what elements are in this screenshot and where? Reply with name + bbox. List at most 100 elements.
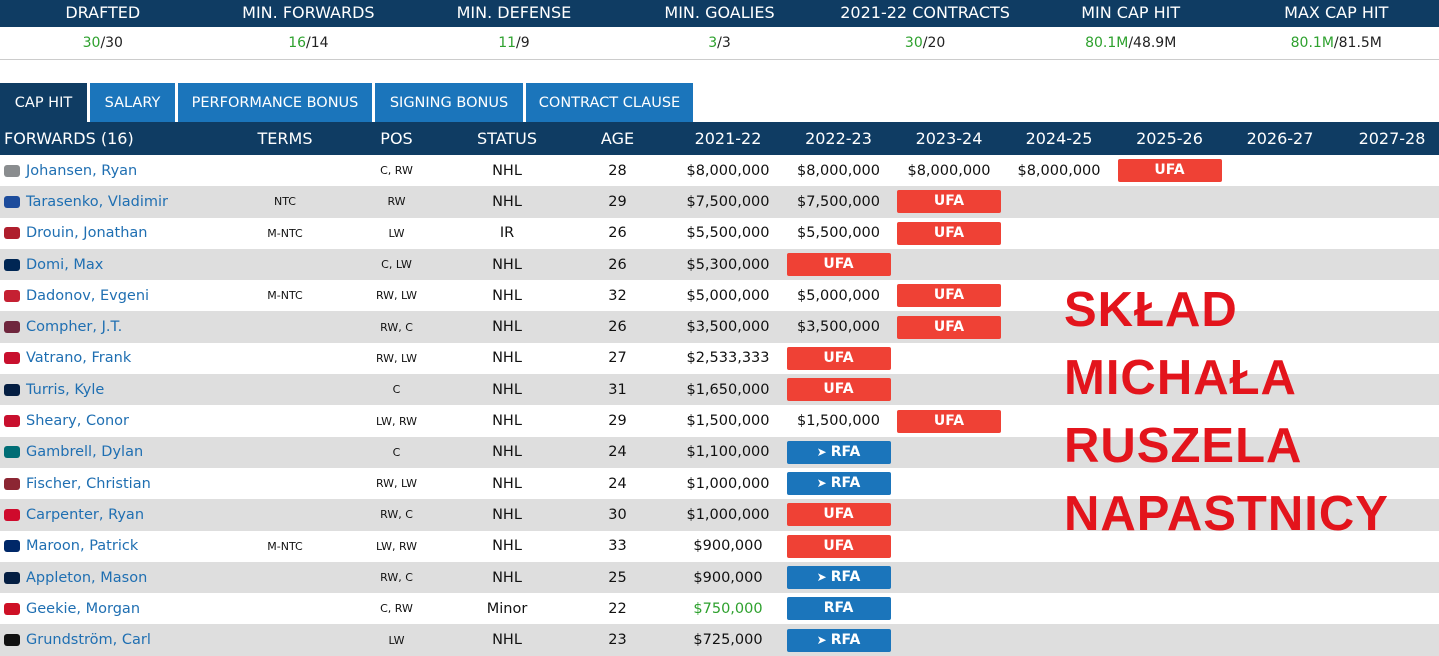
status-cell: IR [499,225,515,242]
overlay-line: SKŁAD [1064,283,1238,337]
table-row: Drouin, Jonathan M-NTC LW IR 26 $5,500,000 $5,… [0,218,1439,249]
ufa-label: UFA [933,193,965,210]
player-name-link[interactable]: Geekie, Morgan [26,600,141,617]
table-row: Turris, Kyle C NHL 31 $1,650,000 UFA [0,374,1439,406]
rfa-label: RFA [830,631,861,648]
year-cell: $1,000,000 [673,499,783,530]
summary-value-limit: /48.9M [1128,35,1177,51]
year-cell: $8,000,000 [894,155,1004,186]
year-cell [1004,593,1114,624]
column-header: AGE [600,129,635,148]
tab-contract-clause[interactable]: CONTRACT CLAUSE [526,83,693,123]
player-name-link[interactable]: Carpenter, Ryan [26,506,145,523]
year-cell [894,437,1004,468]
status-cell: NHL [492,350,522,367]
summary-label: 2021-22 CONTRACTS [822,0,1028,27]
year-cell [894,562,1004,593]
player-name-link[interactable]: Vatrano, Frank [26,350,132,367]
player-cell: Drouin, Jonathan [0,218,229,249]
age-cell: 26 [608,225,627,242]
year-cell [1335,186,1439,217]
player-name-link[interactable]: Gambrell, Dylan [26,444,144,461]
summary-value: 3/3 [616,27,823,60]
year-cell: $2,533,333 [673,343,783,374]
status-cell: NHL [492,538,522,555]
cap-hit-value: $3,500,000 [796,319,881,336]
status-cell: NHL [492,162,522,179]
year-cell [894,343,1004,374]
cap-hit-value: $5,300,000 [686,256,770,273]
player-name-link[interactable]: Maroon, Patrick [26,538,139,555]
player-cell: Sheary, Conor [0,405,229,436]
terms-cell [229,405,341,436]
ufa-badge: UFA [897,221,1001,245]
position-cell: LW [388,633,405,647]
position-cell: LW [388,226,405,240]
terms-cell [229,343,341,374]
overlay-line: NAPASTNICY [1064,487,1389,541]
player-name-link[interactable]: Tarasenko, Vladimir [26,193,169,210]
year-cell [1225,624,1335,655]
player-name-link[interactable]: Drouin, Jonathan [26,225,148,242]
team-logo-icon [4,508,20,521]
year-cell [1004,186,1114,217]
year-cell [894,531,1004,562]
summary-value-limit: /9 [516,35,530,51]
ufa-label: UFA [823,256,854,273]
player-name-link[interactable]: Fischer, Christian [26,475,151,492]
player-name-link[interactable]: Domi, Max [26,256,104,273]
age-cell: 32 [608,287,627,304]
terms-cell [229,249,341,280]
year-cell: $5,300,000 [673,249,783,280]
position-cell: RW, LW [375,477,418,491]
year-cell: $725,000 [673,624,783,655]
cap-hit-value: $7,500,000 [686,193,770,210]
summary-label: DRAFTED [0,0,206,27]
column-header: 2022-23 [805,129,872,148]
tab-salary[interactable]: SALARY [90,83,175,123]
player-name-link[interactable]: Appleton, Mason [26,569,148,586]
player-cell: Tarasenko, Vladimir [0,186,229,217]
player-name-link[interactable]: Compher, J.T. [26,319,123,336]
year-cell: $1,100,000 [673,437,783,468]
year-cell: RFA [783,593,894,624]
team-logo-icon [4,289,20,302]
terms-cell [229,624,341,655]
year-cell [1225,562,1335,593]
year-cell [1225,155,1335,186]
position-cell: RW, LW [375,289,418,303]
tab-performance-bonus[interactable]: PERFORMANCE BONUS [178,83,372,123]
ufa-badge: UFA [897,409,1001,433]
summary-value-current: 16 [288,35,307,51]
tab-signing-bonus[interactable]: SIGNING BONUS [375,83,523,123]
age-cell: 25 [608,569,627,586]
column-header: 2026-27 [1246,129,1314,148]
overlay-line: RUSZELA [1064,419,1303,473]
age-cell: 33 [608,538,627,555]
year-cell: $1,000,000 [673,468,783,499]
year-cell [894,624,1004,655]
ufa-badge: UFA [786,534,891,558]
summary-value-current: 80.1M [1085,35,1129,51]
column-header: 2024-25 [1025,129,1093,148]
year-cell: $7,500,000 [783,186,894,217]
year-cell: ➤ RFA [783,624,894,655]
tab-bar: CAP HIT SALARY PERFORMANCE BONUS SIGNING BO… [0,83,696,123]
status-cell: NHL [492,319,522,336]
cap-hit-value: $5,000,000 [686,287,770,304]
player-name-link[interactable]: Grundström, Carl [26,632,151,649]
player-name-link[interactable]: Johansen, Ryan [26,162,138,179]
terms-cell [229,499,341,530]
status-cell: NHL [492,256,522,273]
player-name-link[interactable]: Turris, Kyle [26,381,105,398]
summary-value: 30/30 [0,27,206,60]
year-cell [894,374,1004,405]
tab-cap-hit[interactable]: CAP HIT [0,83,87,123]
player-name-link[interactable]: Dadonov, Evgeni [26,287,150,304]
player-name-link[interactable]: Sheary, Conor [26,413,129,430]
column-header: FORWARDS (16) [4,129,134,148]
terms-cell: M-NTC [267,539,303,553]
cap-hit-value: $900,000 [693,538,763,555]
player-cell: Grundström, Carl [0,624,229,655]
summary-value-limit: /3 [717,35,731,51]
